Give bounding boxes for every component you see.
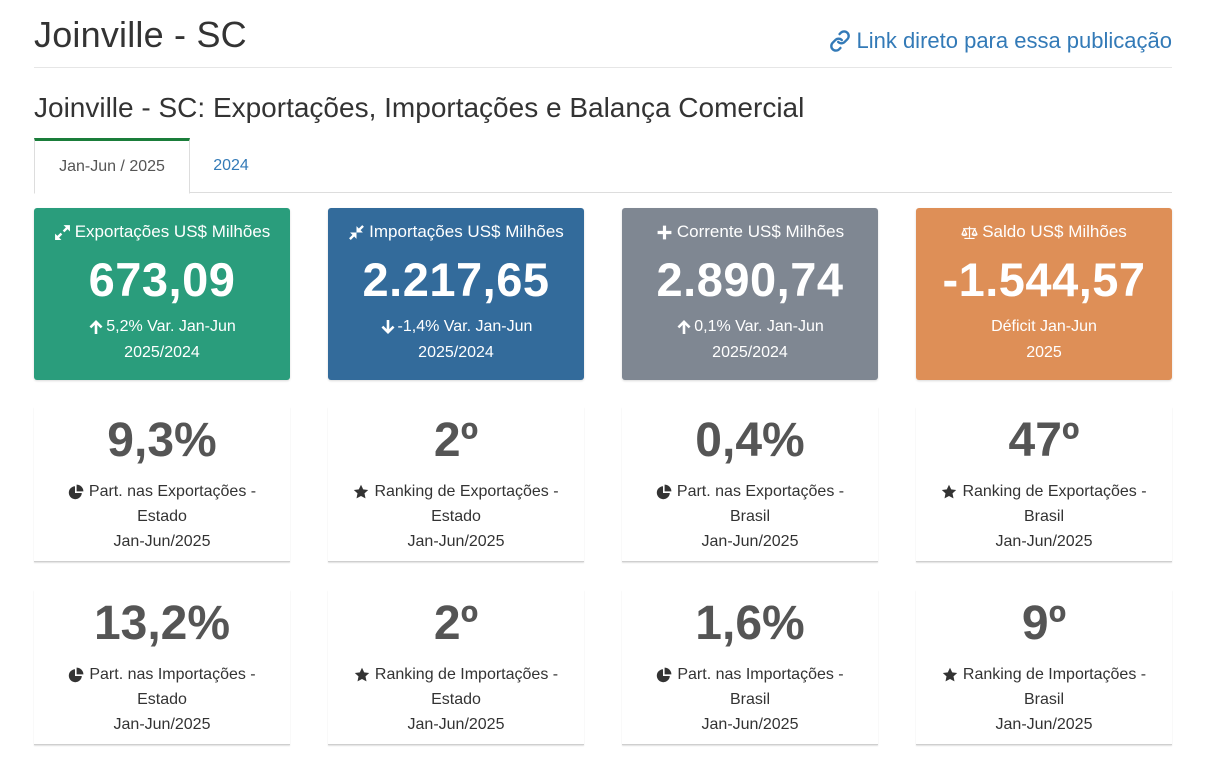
stat-period: Jan-Jun/2025 xyxy=(701,716,799,733)
imports-box: Importações US$ Milhões 2.217,65 -1,4% V… xyxy=(328,208,584,380)
stat-label: Part. nas Exportações - xyxy=(88,483,257,500)
arrow-down-icon xyxy=(381,320,395,334)
balance-label: Saldo US$ Milhões xyxy=(982,222,1127,241)
pie-chart-icon xyxy=(657,667,672,683)
stat-scope: Brasil xyxy=(1023,508,1064,525)
balance-box: Saldo US$ Milhões -1.544,57 Déficit Jan-… xyxy=(916,208,1172,380)
pie-chart-icon xyxy=(68,484,84,500)
balance-status: Déficit Jan-Jun xyxy=(991,318,1097,335)
link-icon xyxy=(830,30,851,52)
period-tabs: Jan-Jun / 2025 2024 xyxy=(34,138,1172,194)
stat-label: Ranking de Exportações - xyxy=(374,483,559,500)
pie-chart-icon xyxy=(69,667,84,683)
pie-chart-icon xyxy=(656,484,672,500)
stat-value: 9º xyxy=(1021,597,1067,650)
balance-period: 2025 xyxy=(1026,344,1062,361)
stat-label: Ranking de Importações - xyxy=(374,666,559,683)
stat-scope: Estado xyxy=(137,508,187,525)
trade-flow-variation: 0,1% Var. Jan-Jun xyxy=(694,318,824,335)
stat-label: Ranking de Importações - xyxy=(962,666,1147,683)
balance-value: -1.544,57 xyxy=(942,253,1146,306)
stat-export-share-state: 9,3% Part. nas Exportações - Estado Jan-… xyxy=(34,407,290,562)
arrow-up-icon xyxy=(89,320,103,334)
exports-box: Exportações US$ Milhões 673,09 5,2% Var.… xyxy=(34,208,290,380)
tab-2024[interactable]: 2024 xyxy=(213,156,249,174)
stat-period: Jan-Jun/2025 xyxy=(701,533,799,550)
stat-value: 2º xyxy=(433,414,479,467)
stat-label: Ranking de Exportações - xyxy=(962,483,1147,500)
stat-value: 0,4% xyxy=(695,414,805,467)
stat-label: Part. nas Importações - xyxy=(677,666,844,683)
exports-label: Exportações US$ Milhões xyxy=(74,222,271,241)
stat-label: Part. nas Exportações - xyxy=(676,483,845,500)
stat-scope: Brasil xyxy=(1023,691,1064,708)
stat-import-ranking-brazil: 9º Ranking de Importações - Brasil Jan-J… xyxy=(916,590,1172,745)
star-icon xyxy=(354,484,369,499)
tab-jan-jun-2025[interactable]: Jan-Jun / 2025 xyxy=(34,138,190,194)
imports-label: Importações US$ Milhões xyxy=(369,222,564,241)
stat-scope: Estado xyxy=(137,691,187,708)
imports-variation: -1,4% Var. Jan-Jun xyxy=(397,318,533,335)
stat-export-share-brazil: 0,4% Part. nas Exportações - Brasil Jan-… xyxy=(622,407,878,562)
stat-period: Jan-Jun/2025 xyxy=(113,533,211,550)
arrow-up-icon xyxy=(677,320,691,334)
direct-link-label: Link direto para essa publicação xyxy=(856,28,1172,53)
stat-value: 2º xyxy=(433,597,479,650)
trade-flow-box: Corrente US$ Milhões 2.890,74 0,1% Var. … xyxy=(622,208,878,380)
stat-export-ranking-state: 2º Ranking de Exportações - Estado Jan-J… xyxy=(328,407,584,562)
stat-import-ranking-state: 2º Ranking de Importações - Estado Jan-J… xyxy=(328,590,584,745)
page-title: Joinville - SC xyxy=(34,14,247,55)
stat-import-share-brazil: 1,6% Part. nas Importações - Brasil Jan-… xyxy=(622,590,878,745)
stat-value: 47º xyxy=(1008,414,1080,467)
balance-scale-icon xyxy=(961,226,978,239)
page-header: Joinville - SC Link direto para essa pub… xyxy=(34,0,1172,68)
stat-label: Part. nas Importações - xyxy=(89,666,256,683)
exports-value: 673,09 xyxy=(88,253,236,306)
stat-period: Jan-Jun/2025 xyxy=(995,533,1093,550)
imports-value: 2.217,65 xyxy=(362,253,550,306)
direct-link[interactable]: Link direto para essa publicação xyxy=(829,28,1172,54)
section-title: Joinville - SC: Exportações, Importações… xyxy=(34,92,805,123)
compress-arrows-icon xyxy=(349,224,365,240)
stat-scope: Estado xyxy=(431,508,481,525)
stat-period: Jan-Jun/2025 xyxy=(113,716,211,733)
stat-value: 13,2% xyxy=(93,597,231,650)
trade-flow-value: 2.890,74 xyxy=(656,253,844,306)
stat-export-ranking-brazil: 47º Ranking de Exportações - Brasil Jan-… xyxy=(916,407,1172,562)
trade-flow-label: Corrente US$ Milhões xyxy=(676,222,845,241)
stat-scope: Estado xyxy=(431,691,481,708)
star-icon xyxy=(942,484,957,499)
star-icon xyxy=(354,667,370,682)
star-icon xyxy=(942,667,958,682)
stat-value: 9,3% xyxy=(107,414,217,467)
plus-icon xyxy=(657,225,672,239)
stat-scope: Brasil xyxy=(729,691,770,708)
stat-period: Jan-Jun/2025 xyxy=(995,716,1093,733)
stat-import-share-state: 13,2% Part. nas Importações - Estado Jan… xyxy=(34,590,290,745)
imports-period: 2025/2024 xyxy=(418,344,494,361)
expand-arrows-icon xyxy=(54,224,70,240)
trade-flow-period: 2025/2024 xyxy=(712,344,788,361)
exports-variation: 5,2% Var. Jan-Jun xyxy=(106,318,236,335)
stat-value: 1,6% xyxy=(695,597,805,650)
exports-period: 2025/2024 xyxy=(124,344,200,361)
stat-period: Jan-Jun/2025 xyxy=(407,533,505,550)
stat-period: Jan-Jun/2025 xyxy=(407,716,505,733)
stat-scope: Brasil xyxy=(729,508,770,525)
